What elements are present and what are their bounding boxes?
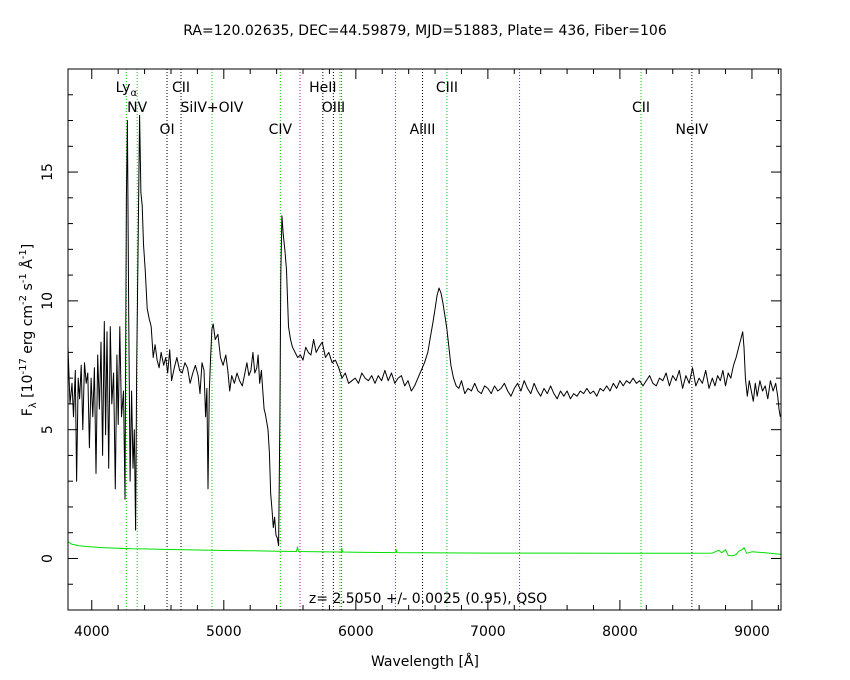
line-label: Lyα: [116, 80, 138, 99]
series-error: [67, 541, 782, 557]
y-tick-label: 0: [40, 554, 56, 563]
y-tick-label: 10: [40, 292, 56, 310]
x-tick-label: 9000: [734, 624, 770, 640]
sky-lines: [299, 69, 521, 610]
plot-frame: [67, 68, 782, 611]
series-flux: [67, 114, 781, 547]
line-label: NV: [127, 100, 147, 116]
x-tick-label: 5000: [206, 624, 242, 640]
chart-title: RA=120.02635, DEC=44.59879, MJD=51883, P…: [183, 23, 667, 39]
y-tick-label: 5: [40, 425, 56, 434]
line-label: CIV: [269, 122, 293, 138]
x-tick-label: 8000: [602, 624, 638, 640]
line-label: OIII: [322, 100, 345, 116]
y-axis-label: Fλ [10-17 erg cm-2 s-1 Å-1]: [18, 244, 39, 417]
axis-ticks: 4000 5000 6000 7000 8000 9000 0 5 10 15: [40, 68, 781, 640]
line-label: CII: [172, 80, 190, 96]
redshift-annotation: z= 2.5050 +/- 0.0025 (0.95), QSO: [309, 591, 547, 607]
line-label: AlIII: [410, 122, 436, 138]
y-tick-label: 15: [40, 163, 56, 181]
line-label: OI: [159, 122, 174, 138]
line-label: NeIV: [675, 122, 708, 138]
x-tick-label: 6000: [338, 624, 374, 640]
line-label: HeII: [309, 80, 336, 96]
line-label: CIII: [436, 80, 458, 96]
line-label: SiIV+OIV: [180, 100, 243, 116]
x-axis-label: Wavelength [Å]: [371, 653, 479, 670]
line-label: CII: [632, 100, 650, 116]
x-tick-label: 4000: [74, 624, 110, 640]
series-layer: [67, 114, 782, 557]
x-tick-label: 7000: [470, 624, 506, 640]
